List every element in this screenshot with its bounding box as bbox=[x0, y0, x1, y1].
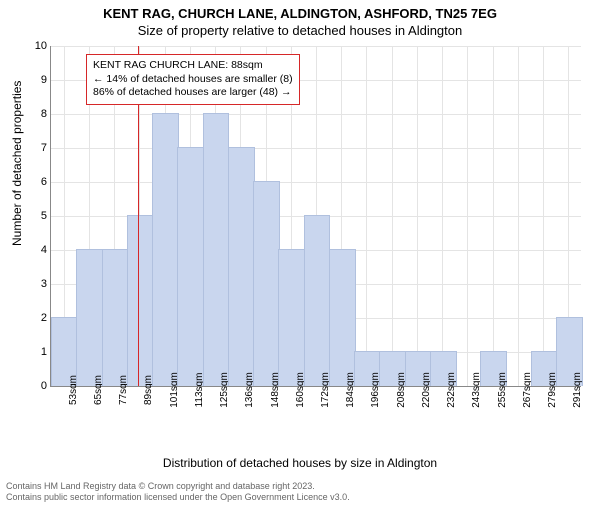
gridline-v bbox=[442, 46, 443, 386]
gridline-v bbox=[366, 46, 367, 386]
bar bbox=[329, 249, 356, 386]
y-tick: 6 bbox=[27, 176, 47, 188]
y-tick: 3 bbox=[27, 278, 47, 290]
bar bbox=[228, 147, 255, 386]
footer-line-2: Contains public sector information licen… bbox=[6, 492, 350, 503]
histogram-chart: 01234567891053sqm65sqm77sqm89sqm101sqm11… bbox=[50, 46, 580, 386]
y-tick: 4 bbox=[27, 244, 47, 256]
bar bbox=[127, 215, 154, 386]
y-tick: 1 bbox=[27, 346, 47, 358]
y-tick: 2 bbox=[27, 312, 47, 324]
page-subtitle: Size of property relative to detached ho… bbox=[0, 23, 600, 38]
bar bbox=[102, 249, 129, 386]
plot-area: 01234567891053sqm65sqm77sqm89sqm101sqm11… bbox=[50, 46, 581, 387]
y-tick: 9 bbox=[27, 74, 47, 86]
gridline-v bbox=[493, 46, 494, 386]
y-tick: 10 bbox=[27, 40, 47, 52]
bar bbox=[203, 113, 230, 386]
x-tick: 232sqm bbox=[446, 372, 457, 408]
bar bbox=[76, 249, 103, 386]
legend-line3: 86% of detached houses are larger (48) → bbox=[93, 86, 293, 100]
legend-line2: ← 14% of detached houses are smaller (8) bbox=[93, 73, 293, 87]
x-tick: 255sqm bbox=[497, 372, 508, 408]
bar bbox=[304, 215, 331, 386]
x-tick: 291sqm bbox=[572, 372, 583, 408]
page-title: KENT RAG, CHURCH LANE, ALDINGTON, ASHFOR… bbox=[0, 6, 600, 21]
gridline-v bbox=[392, 46, 393, 386]
gridline-v bbox=[417, 46, 418, 386]
legend-line1: KENT RAG CHURCH LANE: 88sqm bbox=[93, 59, 293, 73]
x-axis-label: Distribution of detached houses by size … bbox=[0, 456, 600, 470]
y-tick: 8 bbox=[27, 108, 47, 120]
y-axis-label: Number of detached properties bbox=[10, 81, 24, 246]
y-tick: 5 bbox=[27, 210, 47, 222]
gridline-v bbox=[543, 46, 544, 386]
y-tick: 7 bbox=[27, 142, 47, 154]
y-tick: 0 bbox=[27, 380, 47, 392]
bar bbox=[278, 249, 305, 386]
gridline-v bbox=[467, 46, 468, 386]
legend-box: KENT RAG CHURCH LANE: 88sqm← 14% of deta… bbox=[86, 54, 300, 105]
bar bbox=[152, 113, 179, 386]
bar bbox=[177, 147, 204, 386]
footer-line-1: Contains HM Land Registry data © Crown c… bbox=[6, 481, 350, 492]
bar bbox=[253, 181, 280, 386]
gridline-v bbox=[518, 46, 519, 386]
